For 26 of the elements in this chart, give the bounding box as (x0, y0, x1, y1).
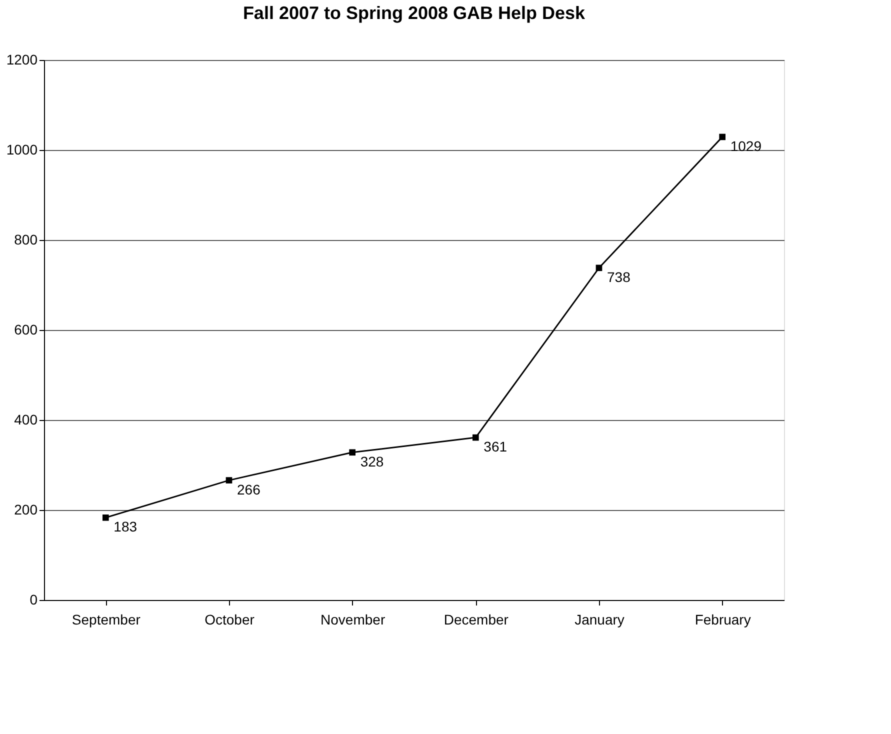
point (349, 449, 356, 456)
data-label: 738 (607, 268, 631, 285)
data-label: 266 (237, 481, 261, 498)
point (226, 477, 232, 484)
point (102, 514, 109, 521)
x-tick-label: September (72, 612, 141, 628)
y-tick-label: 400 (14, 412, 38, 428)
x-tick-label: January (574, 612, 624, 628)
y-tick-label: 800 (14, 232, 38, 248)
data-label: 1029 (730, 138, 762, 154)
point (472, 434, 479, 441)
data-label: 183 (114, 518, 138, 535)
chart-title: Fall 2007 to Spring 2008 GAB Help Desk (242, 3, 586, 23)
x-tick-label: November (320, 612, 386, 628)
y-tick-label: 200 (14, 502, 38, 518)
data-label: 361 (484, 438, 508, 455)
x-tick-label: February (694, 612, 751, 628)
y-tick-label: 1200 (6, 52, 38, 68)
point (719, 134, 726, 140)
y-tick-label: 1000 (6, 142, 38, 158)
y-tick-label: 600 (14, 322, 38, 338)
point (596, 264, 602, 272)
x-tick-label: October (204, 612, 255, 628)
data-label: 328 (360, 453, 384, 470)
x-tick-label: December (444, 612, 509, 628)
y-tick-label: 0 (30, 592, 38, 608)
